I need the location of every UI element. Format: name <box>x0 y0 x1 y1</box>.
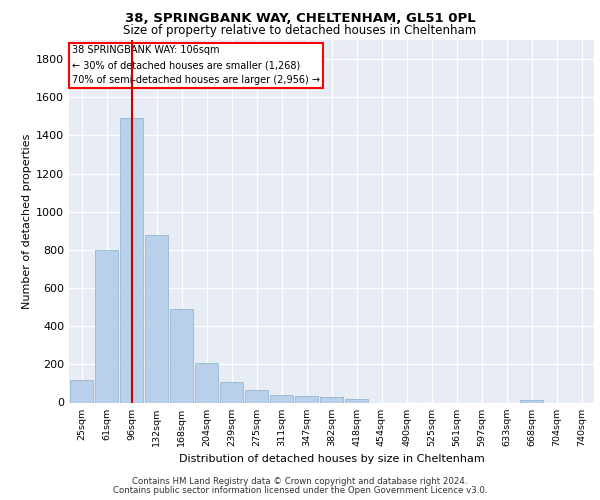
Bar <box>95 250 118 402</box>
Bar <box>520 400 543 402</box>
Text: Contains public sector information licensed under the Open Government Licence v3: Contains public sector information licen… <box>113 486 487 495</box>
Bar <box>170 309 193 402</box>
Text: 38, SPRINGBANK WAY, CHELTENHAM, GL51 0PL: 38, SPRINGBANK WAY, CHELTENHAM, GL51 0PL <box>125 12 475 26</box>
Bar <box>145 234 168 402</box>
Bar <box>70 380 93 402</box>
Bar <box>295 396 318 402</box>
Text: Size of property relative to detached houses in Cheltenham: Size of property relative to detached ho… <box>124 24 476 37</box>
Bar <box>320 397 343 402</box>
Bar <box>245 390 268 402</box>
Text: 38 SPRINGBANK WAY: 106sqm
← 30% of detached houses are smaller (1,268)
70% of se: 38 SPRINGBANK WAY: 106sqm ← 30% of detac… <box>71 46 320 85</box>
Bar <box>270 395 293 402</box>
X-axis label: Distribution of detached houses by size in Cheltenham: Distribution of detached houses by size … <box>179 454 484 464</box>
Y-axis label: Number of detached properties: Number of detached properties <box>22 134 32 309</box>
Bar <box>220 382 243 402</box>
Bar <box>345 398 368 402</box>
Bar <box>120 118 143 403</box>
Bar <box>195 364 218 403</box>
Text: Contains HM Land Registry data © Crown copyright and database right 2024.: Contains HM Land Registry data © Crown c… <box>132 477 468 486</box>
